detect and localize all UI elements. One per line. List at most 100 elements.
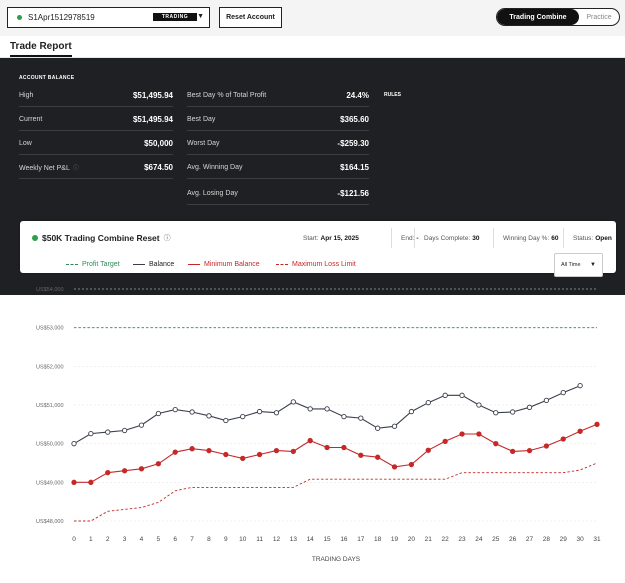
reset-account-button[interactable]: Reset Account [219,7,282,28]
data-point-minimum-balance [408,461,415,468]
data-point-minimum-balance [206,447,212,454]
status-dot [32,235,38,241]
data-point-minimum-balance [240,455,246,462]
caret-down-icon: ▼ [197,13,204,20]
y-tick-label: US$48,000 [36,519,64,525]
account-selector[interactable]: S1Apr1512978519 TRADING ▼ [7,7,210,28]
legend-swatch [276,264,288,265]
y-tick-label: US$52,000 [36,364,64,370]
data-point-balance [273,410,280,416]
data-point-balance [189,409,195,415]
x-tick-label: 13 [290,536,298,543]
legend-minimum-balance[interactable]: Minimum Balance [188,261,260,268]
data-point-balance [408,408,415,415]
x-tick-label: 19 [391,536,399,543]
rules-title: RULES [384,92,401,98]
x-tick-label: 11 [256,536,263,543]
start-date: Start: Apr 15, 2025 [303,234,359,242]
data-point-balance [341,413,347,420]
metric-best-day-pct: Best Day % of Total Profit 24.4% [187,85,369,107]
mode-practice[interactable]: Practice [586,13,612,21]
x-tick-label: 6 [173,536,177,543]
y-tick-label: US$49,000 [36,480,64,486]
data-point-minimum-balance [543,443,550,449]
x-tick-label: 10 [239,536,247,543]
combine-title: $50K Trading Combine Reset ⓘ [32,233,171,243]
x-tick-label: 18 [374,536,382,543]
y-tick-label: US$53,000 [36,326,64,332]
data-point-minimum-balance [105,470,111,476]
info-icon[interactable]: ⓘ [163,235,171,242]
legend-balance[interactable]: Balance [133,261,174,268]
x-tick-label: 22 [442,536,450,543]
series-line-maximum-loss-limit [74,462,598,522]
data-point-balance [493,410,499,416]
legend-profit-target[interactable]: Profit Target [66,261,120,268]
data-point-minimum-balance [526,447,533,454]
data-point-minimum-balance [425,447,431,453]
data-point-balance [206,413,212,419]
legend-swatch [188,264,200,265]
x-tick-label: 31 [593,536,601,543]
combine-card: $50K Trading Combine Reset ⓘ Start: Apr 1… [20,221,616,273]
data-point-minimum-balance [189,446,195,452]
data-point-minimum-balance [560,436,566,442]
data-point-balance [577,383,583,389]
x-tick-label: 21 [425,536,433,543]
data-point-minimum-balance [493,441,499,447]
data-point-balance [560,389,566,396]
data-point-balance [476,402,482,408]
data-point-balance [509,409,516,415]
x-tick-label: 3 [123,536,127,543]
data-point-balance [442,392,448,398]
status-dot [17,15,22,20]
data-point-minimum-balance [273,447,280,454]
metric-current: Current $51,495.94 [19,109,173,131]
x-tick-label: 16 [340,536,348,543]
top-bar: S1Apr1512978519 TRADING ▼ Reset Account … [0,0,625,36]
data-point-minimum-balance [71,479,77,485]
data-point-balance [121,427,128,434]
x-tick-label: 28 [543,536,551,543]
legend-swatch [66,264,78,265]
x-tick-label: 24 [475,536,483,543]
metric-avg-winning-day: Avg. Winning Day $164.15 [187,157,369,179]
data-point-minimum-balance [121,468,128,474]
chevron-down-icon: ▼ [590,262,596,268]
x-tick-label: 5 [157,536,161,543]
x-tick-label: 26 [509,536,517,543]
x-tick-label: 2 [106,536,110,543]
x-tick-label: 15 [323,536,331,543]
metric-avg-losing-day: Avg. Losing Day -$121.56 [187,183,369,205]
info-icon[interactable]: ⓘ [72,166,79,172]
y-tick-label: US$51,000 [36,403,64,409]
x-tick-label: 20 [408,536,416,543]
data-point-minimum-balance [223,451,229,458]
data-point-minimum-balance [476,431,482,437]
days-complete: Days Complete: 30 [414,228,479,248]
metric-low: Low $50,000 [19,133,173,155]
data-point-minimum-balance [88,479,94,485]
account-balance-title: ACCOUNT BALANCE [19,75,75,81]
status: Status: Open [563,228,612,248]
data-point-balance [526,404,533,410]
data-point-minimum-balance [358,452,364,458]
data-point-minimum-balance [391,464,398,470]
mode-toggle[interactable]: Trading Combine Practice [496,8,620,26]
data-point-balance [459,392,465,398]
data-point-balance [425,400,431,406]
account-id: S1Apr1512978519 [28,13,95,22]
chart-background [0,295,625,583]
x-tick-label: 0 [72,536,76,543]
tab-trade-report[interactable]: Trade Report [10,41,72,57]
legend-max-loss[interactable]: Maximum Loss Limit [276,261,356,268]
range-select[interactable]: All Time ▼ [554,253,603,277]
x-tick-label: 8 [207,536,211,543]
x-tick-label: 4 [140,536,144,543]
data-point-balance [324,406,330,412]
data-point-balance [172,406,178,413]
data-point-minimum-balance [172,449,178,455]
x-tick-label: 29 [560,536,568,543]
metric-high: High $51,495.94 [19,85,173,107]
mode-trading-combine[interactable]: Trading Combine [497,9,579,25]
